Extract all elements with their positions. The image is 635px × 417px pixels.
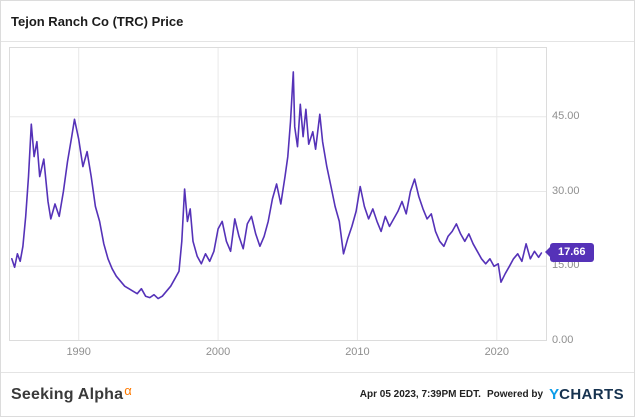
y-axis-tick-label: 45.00 [552,109,580,122]
seeking-alpha-wordmark: Seeking Alpha [11,385,124,403]
ycharts-logo: Y CHARTS [549,386,624,403]
seeking-alpha-alpha-icon: α [124,382,132,398]
chart-meta: Apr 05 2023, 7:39PM EDT. Powered by Y CHA… [360,386,624,403]
last-price-badge: 17.66 [545,242,594,262]
chart-title: Tejon Ranch Co (TRC) Price [11,14,184,29]
x-axis-tick-label: 2020 [484,346,510,358]
chart-header: Tejon Ranch Co (TRC) Price [1,1,634,42]
ycharts-y-icon: Y [549,386,560,403]
x-axis-tick-label: 2010 [345,346,370,358]
powered-by-label: Powered by [486,389,544,400]
timestamp: Apr 05 2023, 7:39PM EDT. [359,389,481,400]
price-line-chart [9,47,547,341]
y-axis-tick-label: 0.00 [552,334,574,346]
ycharts-wordmark: CHARTS [559,386,624,403]
seeking-alpha-logo: Seeking Alphaα [11,382,132,404]
x-axis-tick-label: 2000 [205,346,231,358]
chart-footer: Seeking Alphaα Apr 05 2023, 7:39PM EDT. … [1,372,634,416]
x-axis-tick-label: 1990 [66,346,91,358]
y-axis-tick-label: 15.00 [552,259,580,272]
chart-plot-area [9,47,547,341]
y-axis-tick-label: 30.00 [552,184,580,197]
